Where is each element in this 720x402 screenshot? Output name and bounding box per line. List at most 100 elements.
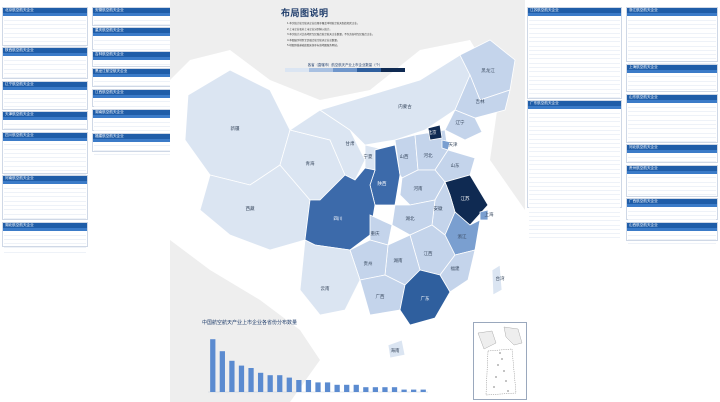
province-label: 四川	[334, 216, 343, 222]
table-row	[628, 174, 716, 179]
table-row	[94, 17, 172, 21]
table-header	[627, 204, 717, 208]
table-row	[529, 34, 620, 38]
company-table-panel: 北京航空航天企业	[2, 7, 88, 56]
province-label: 青海	[306, 160, 315, 167]
table-row	[529, 234, 620, 239]
panel-title: 天津航空航天企业	[3, 112, 87, 118]
table-row	[628, 59, 716, 64]
panel-title: 江苏航空航天企业	[528, 8, 621, 13]
table-row	[628, 104, 716, 108]
panel-title: 陕西航空航天企业	[3, 48, 87, 54]
province-label: 江苏	[461, 195, 470, 202]
province-label: 广西	[376, 293, 385, 300]
panel-title: 四川航空航天企业	[3, 132, 87, 138]
table-row	[628, 191, 716, 196]
table-row	[628, 108, 716, 113]
table-row	[4, 74, 86, 79]
table-row	[628, 42, 716, 47]
company-table-panel: 河北航空航天企业	[626, 144, 718, 167]
company-table-panel: 江苏航空航天企业	[527, 7, 622, 124]
table-row	[4, 240, 86, 245]
legend-color-bar	[285, 68, 405, 72]
table-row	[628, 112, 716, 117]
table-row	[628, 187, 716, 192]
table-row	[529, 230, 620, 235]
panel-title: 黑龙江航空航天企业	[93, 69, 173, 75]
table-row	[4, 244, 86, 249]
table-row	[4, 70, 86, 74]
table-row	[529, 200, 620, 205]
panel-title: 江西航空航天企业	[93, 89, 173, 95]
province-label: 湖北	[406, 215, 415, 222]
table-row	[529, 195, 620, 200]
legend-swatch	[309, 68, 333, 72]
table-row	[628, 38, 716, 43]
province-liaoning	[444, 109, 483, 141]
table-row	[4, 90, 86, 95]
table-row	[628, 240, 716, 245]
table-row	[628, 138, 716, 143]
table-row	[628, 121, 716, 125]
bar	[391, 387, 398, 392]
table-row	[529, 85, 620, 90]
company-table-panel: 广东航空航天企业	[527, 100, 622, 239]
table-row	[529, 38, 620, 43]
table-row	[529, 161, 620, 166]
table-row	[628, 178, 716, 183]
table-row	[4, 189, 86, 194]
province-label: 黑龙江	[481, 67, 495, 74]
table-row	[4, 42, 86, 47]
province-label: 贵州	[364, 260, 373, 267]
province-label: 重庆	[371, 230, 380, 237]
bar	[305, 380, 312, 392]
table-row	[529, 170, 620, 174]
table-row	[529, 72, 620, 77]
panel-title: 河南航空航天企业	[3, 176, 87, 181]
table-row	[529, 204, 620, 209]
province-beijing	[427, 124, 443, 141]
table-row	[4, 158, 86, 163]
panel-title: 湖南航空航天企业	[93, 110, 173, 115]
province-label: 云南	[321, 285, 330, 292]
table-row	[94, 119, 172, 123]
table-row	[628, 154, 716, 158]
south-china-sea-inset	[473, 322, 527, 400]
table-row	[94, 127, 172, 132]
table-header	[93, 94, 173, 98]
table-row	[529, 110, 620, 114]
province-label: 西藏	[246, 205, 255, 212]
table-row	[4, 25, 86, 30]
province-label: 广东	[421, 295, 430, 302]
company-table-panel: 山东航空航天企业	[626, 94, 718, 156]
table-row	[94, 61, 172, 65]
bar	[248, 368, 254, 392]
note-line: 3.本次统计对比各地区军民融合航空航天企业数量，不包含各地军民融合企业。	[287, 33, 375, 37]
table-row	[529, 144, 620, 149]
table-row	[4, 185, 86, 189]
company-table-panel: 重庆航空航天企业	[92, 27, 174, 55]
table-row	[4, 215, 86, 219]
province-bar-chart: 中国航空航天产业上市企业各省份分布数量	[202, 319, 428, 393]
province-label: 江西	[424, 250, 433, 257]
table-row	[4, 162, 86, 167]
bar	[324, 382, 331, 392]
table-row	[529, 29, 620, 34]
table-row	[4, 150, 86, 154]
table-row	[628, 183, 716, 187]
company-table-panel: 山西航空航天企业	[626, 221, 718, 245]
bar	[401, 389, 407, 392]
table-row	[529, 213, 620, 217]
table-row	[4, 95, 86, 99]
table-row	[628, 236, 716, 240]
province-label: 上海	[485, 211, 494, 218]
table-row	[529, 140, 620, 144]
table-row	[4, 121, 86, 125]
province-label: 海南	[391, 347, 400, 354]
bar	[296, 380, 302, 392]
legend-swatch	[285, 68, 309, 72]
table-header	[93, 74, 173, 78]
legend-swatch	[357, 68, 381, 72]
table-row	[628, 125, 716, 130]
province-yunnan	[299, 239, 361, 316]
